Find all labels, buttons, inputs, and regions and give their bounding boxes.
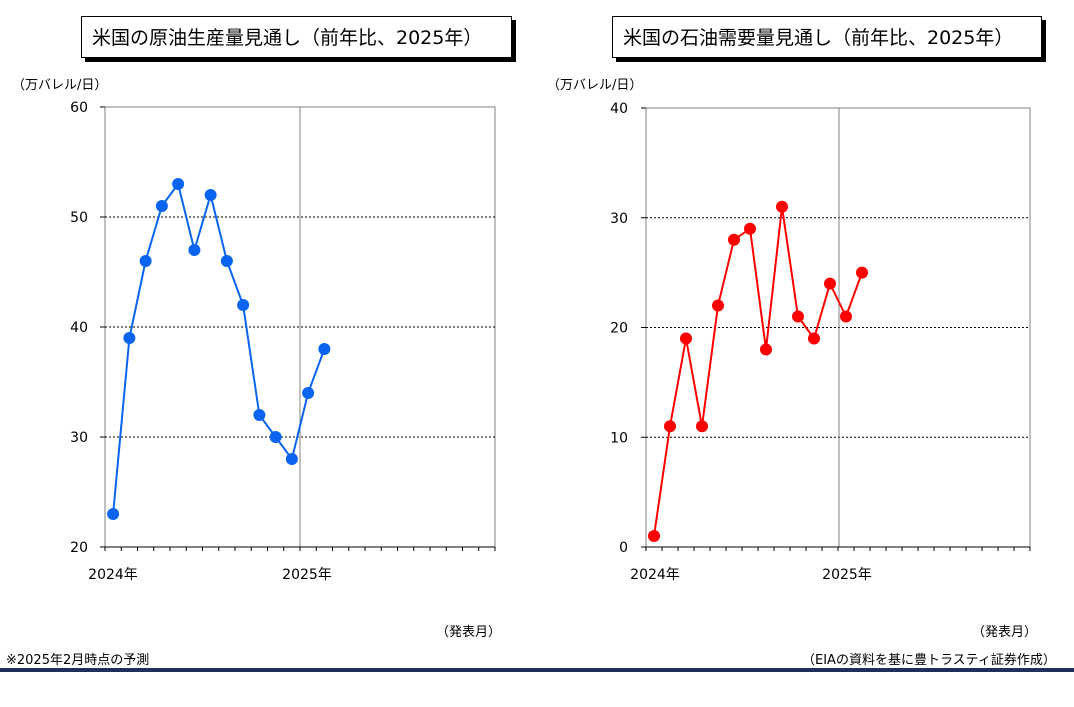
data-point (302, 387, 315, 399)
left-xaxis-label: （発表月） (436, 625, 502, 640)
y-tick-label: 20 (70, 540, 88, 556)
x-tick-label: 2024年 (630, 567, 680, 583)
data-point (712, 299, 724, 312)
data-point (776, 200, 788, 213)
y-tick-label: 0 (619, 540, 628, 556)
left-unit-label: （万バレル/日） (12, 78, 108, 93)
data-point (648, 530, 660, 543)
left-chart-title: 米国の原油生産量見通し（前年比、2025年） (81, 16, 512, 58)
data-point (204, 189, 217, 201)
data-point (139, 255, 152, 267)
right-unit-label: （万バレル/日） (547, 78, 643, 93)
right-chart: 0 10 20 30 40 2024年 2025年 (610, 101, 1031, 583)
left-chart: 20 30 40 50 60 2024年 2025年 (70, 100, 496, 583)
data-point (680, 332, 692, 345)
data-point (840, 310, 852, 323)
bottom-rule (0, 668, 1074, 672)
y-tick-label: 30 (70, 430, 88, 446)
source-note: （EIAの資料を基に豊トラスティ証券作成） (802, 653, 1056, 668)
x-tick-label: 2025年 (282, 567, 332, 583)
data-point (696, 420, 708, 433)
right-xaxis-label: （発表月） (972, 625, 1038, 640)
x-tick-label: 2025年 (822, 567, 872, 583)
y-tick-label: 50 (70, 210, 88, 226)
y-tick-label: 20 (610, 321, 628, 337)
data-point (824, 277, 836, 290)
y-tick-label: 40 (70, 320, 88, 336)
data-point (744, 222, 756, 235)
x-tick-label: 2024年 (88, 567, 138, 583)
y-tick-label: 40 (610, 101, 628, 117)
data-point (285, 453, 298, 465)
series-line (653, 206, 863, 537)
y-tick-label: 10 (610, 430, 628, 446)
data-point (269, 431, 282, 443)
data-point (220, 255, 233, 267)
data-point (107, 508, 120, 520)
data-point (728, 233, 740, 246)
data-point (318, 343, 331, 355)
data-point (856, 266, 868, 279)
data-point (760, 343, 772, 356)
data-point (188, 244, 201, 256)
data-point (808, 332, 820, 345)
data-point (123, 332, 136, 344)
y-tick-label: 60 (70, 100, 88, 116)
data-point (237, 299, 250, 311)
y-tick-label: 30 (610, 211, 628, 227)
data-point (792, 310, 804, 323)
data-point (172, 178, 185, 190)
data-point (664, 420, 676, 433)
data-point (155, 200, 168, 212)
footnote: ※2025年2月時点の予測 (6, 653, 150, 668)
data-point (253, 409, 266, 421)
right-chart-title: 米国の石油需要量見通し（前年比、2025年） (612, 16, 1042, 58)
